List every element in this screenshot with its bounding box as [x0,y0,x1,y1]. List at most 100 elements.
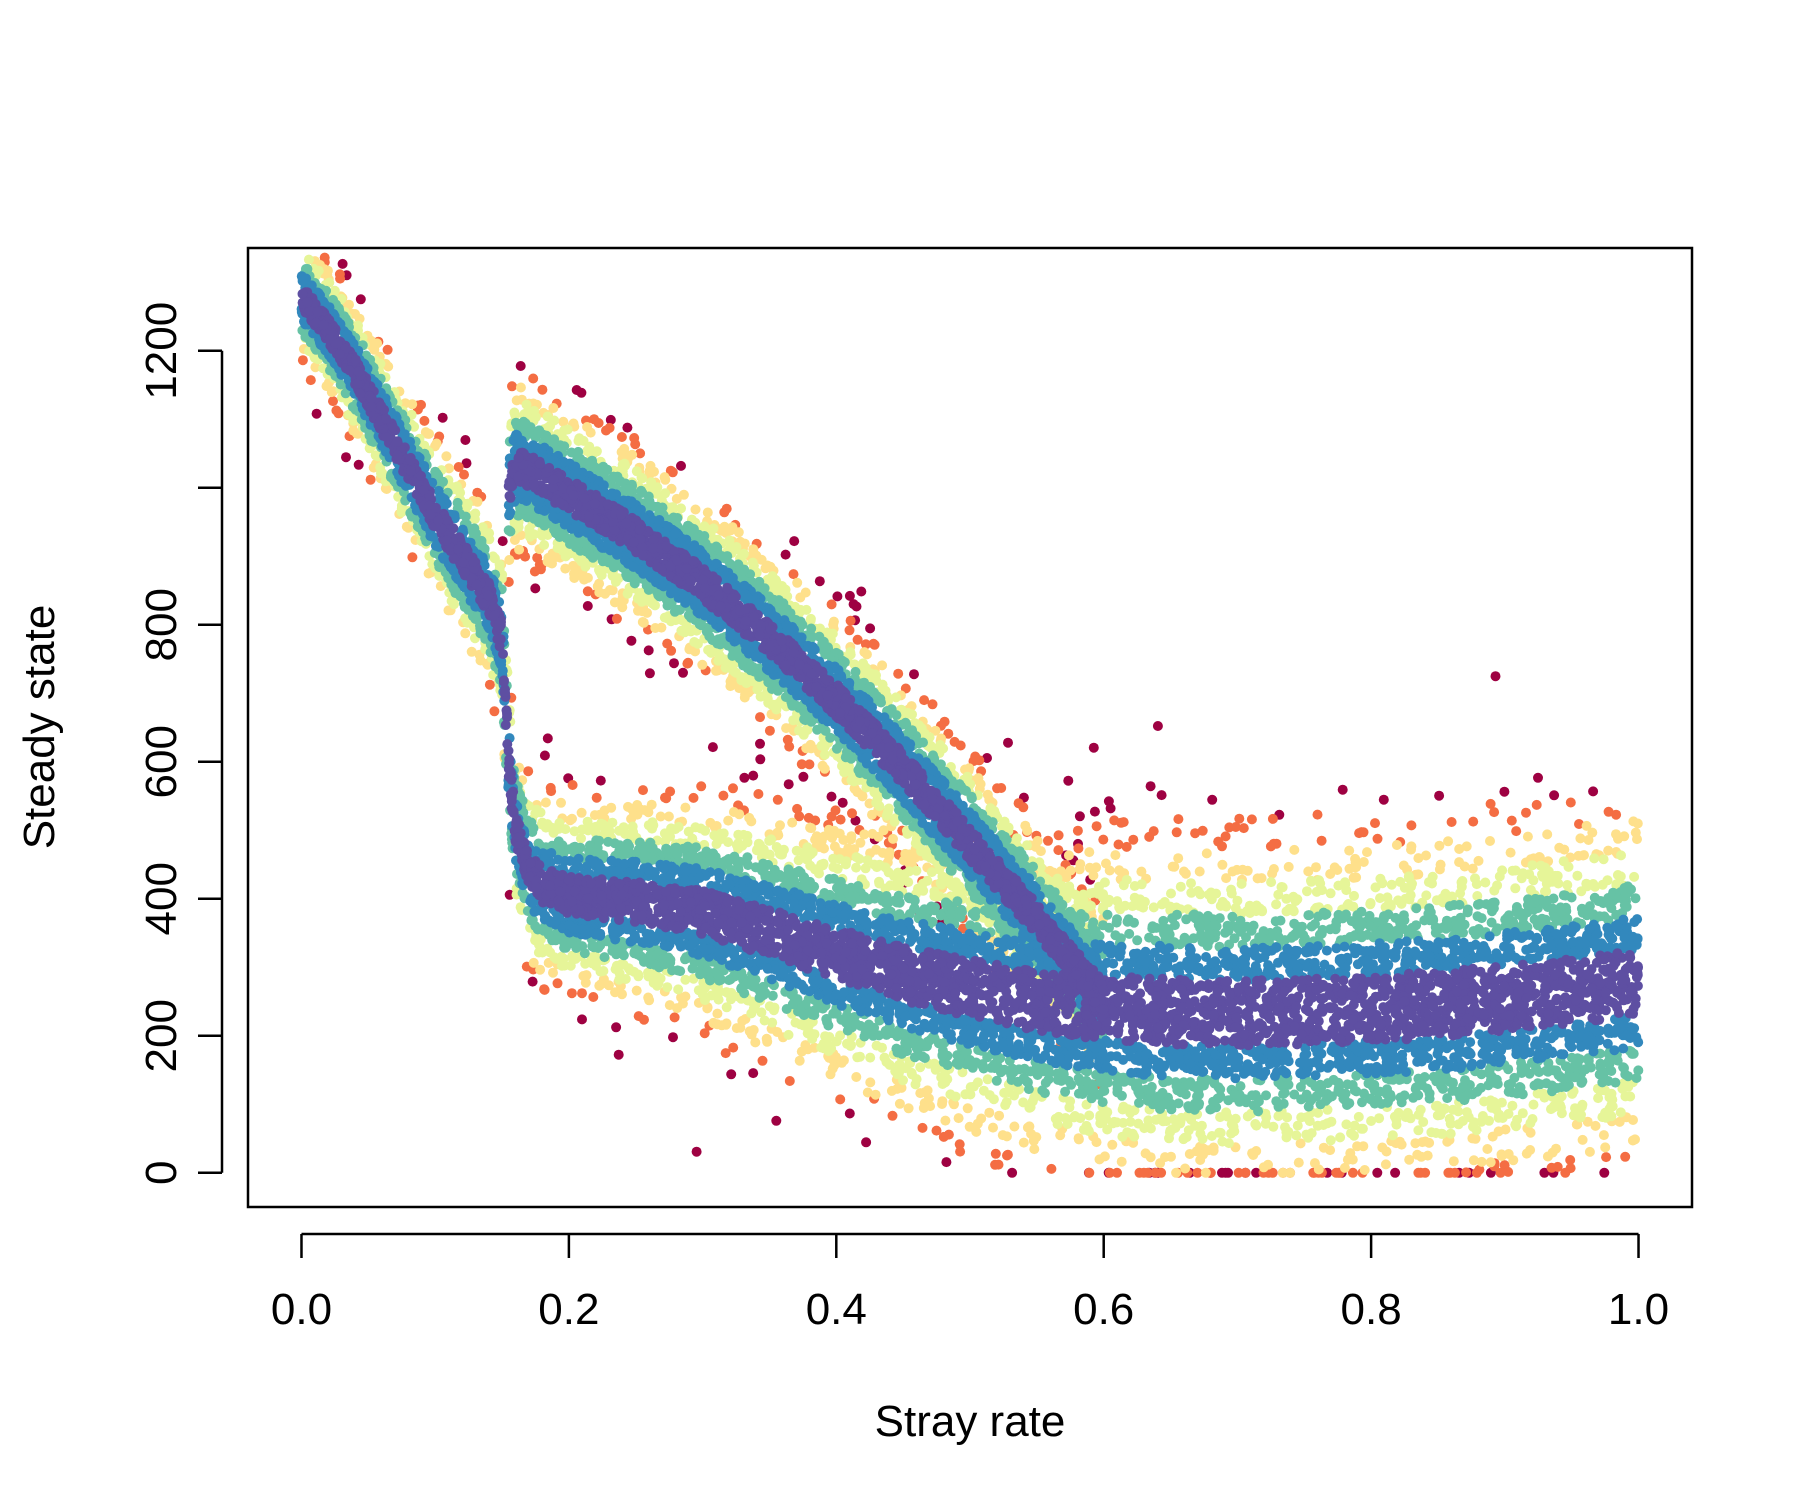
data-point [834,886,845,897]
data-point [646,799,657,810]
data-point [817,760,828,771]
data-point [718,790,729,801]
data-point [600,826,611,837]
data-point [1469,1117,1480,1128]
data-point [1074,811,1085,822]
data-point [1099,877,1110,888]
data-point [1335,1132,1346,1143]
data-point [582,586,593,597]
data-point [539,540,550,550]
data-point [1558,856,1569,867]
data-point [1119,1076,1130,1087]
data-point [567,813,577,824]
data-point [1424,1137,1435,1148]
data-point [1088,870,1099,881]
data-point [311,408,322,419]
data-point [1473,855,1484,866]
data-point [571,385,582,395]
data-point [935,740,946,750]
data-point [1454,844,1465,854]
data-point [1461,841,1472,852]
data-point [898,1075,908,1086]
data-point [842,1025,853,1036]
data-point [1344,845,1355,856]
data-point [1531,1063,1542,1074]
data-point [954,1139,965,1150]
data-point [1494,871,1505,882]
data-point [614,840,625,851]
data-point [1602,875,1613,886]
data-point [1217,1136,1228,1147]
data-point [803,1044,813,1055]
data-point [1534,852,1545,862]
data-point [1399,1090,1410,1101]
data-point [845,615,856,626]
data-point [1467,863,1478,874]
data-point [1349,890,1359,901]
data-point [1118,817,1129,828]
data-point [1605,900,1616,910]
data-point [965,920,976,931]
data-point [680,802,691,813]
data-point [649,466,659,477]
data-point [1364,910,1375,921]
data-point [305,375,316,386]
data-point [1053,845,1064,856]
data-point [1312,1120,1323,1131]
data-point [1632,818,1643,829]
data-point [703,644,714,655]
data-point [1582,1116,1593,1127]
data-point [758,844,769,855]
data-point [1166,888,1176,899]
data-point [984,1107,995,1118]
data-point [757,1055,768,1066]
data-point [1574,819,1584,829]
data-point [1631,1073,1642,1083]
data-point [643,971,654,982]
data-point [1013,798,1024,809]
data-point [917,878,928,889]
data-point [955,1146,966,1157]
data-point [1406,820,1417,831]
data-point [1009,1121,1020,1132]
data-point [530,412,541,423]
data-point [825,1069,836,1080]
data-point [1461,1107,1472,1118]
data-point [1302,886,1312,897]
data-point [942,1060,953,1071]
data-point [1156,899,1167,910]
data-point [805,739,816,750]
data-point [1421,850,1431,861]
data-point [532,552,543,563]
data-point [1217,841,1227,852]
data-point [1356,919,1367,930]
data-point [1201,848,1212,859]
data-point [1436,1104,1447,1115]
data-point [734,809,745,820]
data-point [827,1054,838,1065]
data-point [1378,794,1389,805]
data-point [1306,875,1316,886]
data-point [553,823,564,834]
data-point [419,415,430,426]
data-point [953,1113,964,1124]
data-point [1060,1086,1071,1097]
data-point [910,1079,921,1090]
data-point [1325,888,1336,899]
data-point [844,1108,855,1119]
data-point [783,779,794,790]
data-point [1404,1154,1415,1165]
data-point [1062,1119,1073,1129]
data-point [755,712,765,723]
data-point [1389,1111,1400,1122]
data-point [1039,1088,1050,1099]
data-point [647,843,658,854]
data-point [795,592,806,603]
data-point [723,837,734,848]
data-point [1086,1093,1097,1104]
data-point [542,733,553,744]
data-point [611,613,622,624]
data-point [1503,1079,1514,1090]
data-point [1266,877,1277,888]
data-point [560,563,571,574]
